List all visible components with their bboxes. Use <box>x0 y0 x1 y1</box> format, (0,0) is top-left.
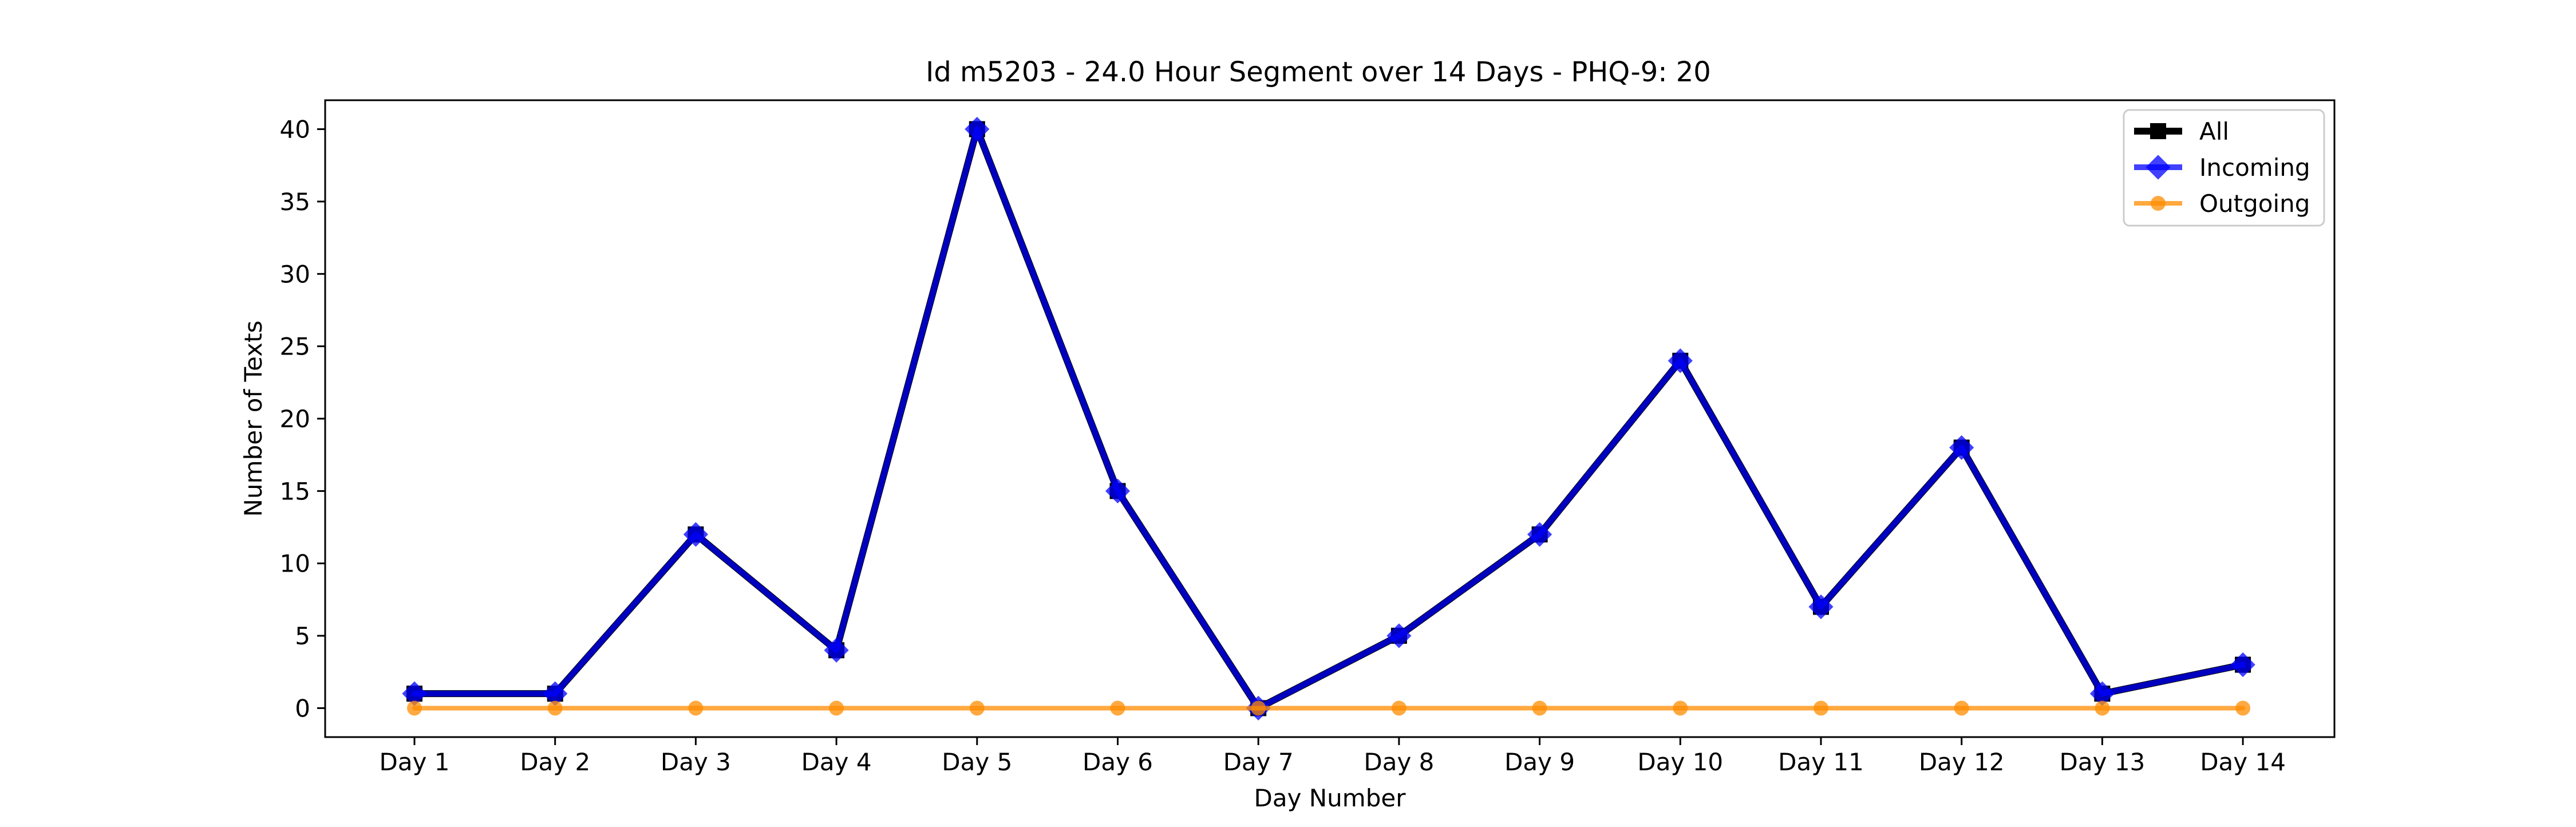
legend-item-incoming: Incoming <box>2134 153 2310 182</box>
data-point-outgoing <box>969 700 985 716</box>
y-axis-label: Number of Texts <box>239 321 267 517</box>
data-point-incoming <box>2089 681 2115 706</box>
legend-label: Outgoing <box>2199 190 2310 218</box>
y-tick-label: 40 <box>280 116 310 144</box>
data-point-incoming <box>1808 594 1834 620</box>
legend-swatch-marker <box>2146 155 2171 180</box>
y-tick-label: 10 <box>280 550 310 578</box>
data-point-outgoing <box>1954 700 1969 716</box>
data-point-outgoing <box>1532 700 1547 716</box>
data-point-incoming <box>1949 435 1974 460</box>
legend-box <box>2123 109 2325 227</box>
x-tick-label: Day 12 <box>1919 748 2005 776</box>
x-tick-label: Day 14 <box>2200 748 2286 776</box>
data-point-incoming <box>1386 623 1412 648</box>
data-point-incoming <box>1527 522 1552 547</box>
y-tick-label: 25 <box>280 333 310 361</box>
plot-frame <box>324 99 2336 738</box>
data-point-outgoing <box>407 700 422 716</box>
x-tick-label: Day 7 <box>1223 748 1294 776</box>
y-tick-label: 5 <box>295 622 310 650</box>
data-point-outgoing <box>1814 700 1828 716</box>
data-point-incoming <box>2230 652 2255 678</box>
data-point-outgoing <box>2235 700 2251 716</box>
y-tick-label: 20 <box>280 405 310 433</box>
data-point-incoming <box>402 681 427 706</box>
x-tick-label: Day 4 <box>801 748 872 776</box>
data-point-incoming <box>824 637 849 663</box>
data-point-outgoing <box>829 700 844 716</box>
series-incoming <box>402 116 2255 721</box>
x-tick-label: Day 6 <box>1082 748 1153 776</box>
series-outgoing <box>407 700 2251 716</box>
x-tick-label: Day 3 <box>661 748 731 776</box>
data-point-outgoing <box>1251 700 1266 716</box>
y-tick-label: 30 <box>280 260 310 288</box>
data-point-outgoing <box>688 700 704 716</box>
y-tick-label: 15 <box>280 477 310 505</box>
data-point-outgoing <box>1391 700 1406 716</box>
x-tick-label: Day 9 <box>1504 748 1575 776</box>
data-point-incoming <box>1105 478 1131 503</box>
x-axis: Day 1 Day 2 Day 3 Day 4 Day 5 Day 6 Day 7 Day 8… <box>379 737 2286 776</box>
x-tick-label: Day 10 <box>1637 748 1723 776</box>
legend-label: Incoming <box>2199 153 2310 182</box>
y-axis: 0 5 10 15 20 25 30 35 40 <box>280 116 325 722</box>
data-point-incoming <box>1668 348 1693 373</box>
series-line-incoming <box>412 126 2246 711</box>
data-point-incoming <box>543 681 568 706</box>
x-tick-label: Day 1 <box>379 748 449 776</box>
data-point-outgoing <box>547 700 563 716</box>
data-point-incoming <box>683 522 708 547</box>
y-tick-label: 0 <box>295 694 310 722</box>
x-tick-label: Day 13 <box>2060 748 2146 776</box>
data-point-outgoing <box>2095 700 2110 716</box>
chart-title: Id m5203 - 24.0 Hour Segment over 14 Day… <box>926 56 1711 88</box>
x-tick-label: Day 5 <box>942 748 1012 776</box>
data-point-outgoing <box>1110 700 1125 716</box>
data-point-outgoing <box>1673 700 1688 716</box>
series-area <box>402 116 2255 721</box>
y-tick-label: 35 <box>280 188 310 216</box>
legend: All Incoming Outgoing <box>2123 109 2325 227</box>
x-axis-label: Day Number <box>1254 784 1406 812</box>
legend-item-all: All <box>2134 117 2229 145</box>
x-tick-label: Day 2 <box>520 748 590 776</box>
legend-label: All <box>2199 117 2229 145</box>
legend-swatch-marker <box>2151 196 2166 211</box>
x-tick-label: Day 11 <box>1778 748 1864 776</box>
legend-swatch-marker <box>2150 123 2166 139</box>
legend-item-outgoing: Outgoing <box>2134 190 2310 218</box>
data-point-incoming <box>965 116 990 142</box>
x-tick-label: Day 8 <box>1364 748 1434 776</box>
